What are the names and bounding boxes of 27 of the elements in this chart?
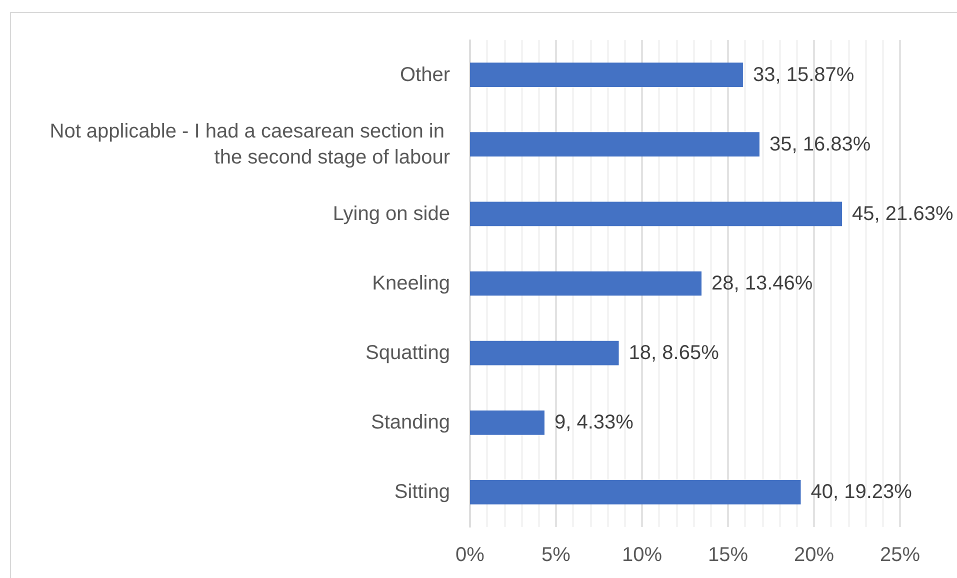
data-label: 18, 8.65% xyxy=(628,342,720,364)
y-tick-label: Other xyxy=(400,64,450,86)
x-tick-label: 15% xyxy=(708,544,748,566)
data-label: 35, 16.83% xyxy=(769,133,871,156)
bar xyxy=(470,340,619,366)
bar xyxy=(470,202,842,226)
y-tick-label: Sitting xyxy=(394,481,450,504)
y-tick-label: Standing xyxy=(371,412,450,434)
bar xyxy=(470,480,801,504)
data-label: 9, 4.33% xyxy=(554,412,634,434)
x-tick-label: 0% xyxy=(456,544,485,566)
x-tick-label: 10% xyxy=(622,544,662,566)
x-tick-label: 25% xyxy=(880,544,920,566)
data-label: 33, 15.87% xyxy=(752,64,854,86)
y-tick-label: Kneeling xyxy=(372,272,450,294)
bar xyxy=(470,132,760,157)
x-tick-label: 20% xyxy=(794,544,834,566)
x-tick-label: 5% xyxy=(542,544,571,566)
data-label: 28, 13.46% xyxy=(712,272,813,294)
bar xyxy=(470,410,544,435)
y-tick-label: Squatting xyxy=(365,342,450,364)
data-label: 40, 19.23% xyxy=(810,481,912,504)
y-tick-label: Not applicable - I had a caesarean section in the second stage of labour xyxy=(50,120,450,168)
bar xyxy=(470,271,702,296)
data-label: 45, 21.63% xyxy=(852,202,954,225)
bar xyxy=(470,62,743,87)
y-tick-label: Lying on side xyxy=(332,202,450,225)
